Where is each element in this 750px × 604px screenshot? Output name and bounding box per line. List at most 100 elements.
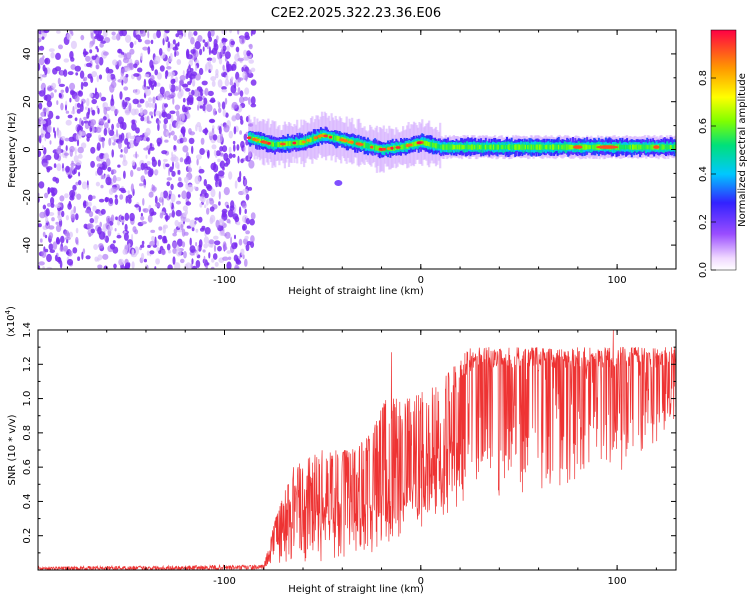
noise-speckle <box>243 146 246 154</box>
noise-speckle <box>206 262 210 266</box>
noise-speckle <box>99 221 102 228</box>
band-core <box>296 140 299 146</box>
noise-speckle <box>217 158 221 163</box>
noise-speckle <box>156 72 162 80</box>
band-core <box>312 136 315 141</box>
noise-speckle <box>248 59 254 64</box>
y-tick-label: 1.2 <box>22 356 33 372</box>
noise-speckle <box>39 238 43 243</box>
noise-speckle <box>54 89 57 93</box>
noise-speckle <box>217 79 223 88</box>
band-hotspot <box>416 141 422 145</box>
noise-speckle <box>175 121 181 129</box>
noise-speckle <box>174 104 181 111</box>
noise-speckle <box>85 55 91 62</box>
noise-speckle <box>202 46 205 52</box>
noise-speckle <box>113 263 117 269</box>
noise-speckle <box>48 48 55 52</box>
noise-speckle <box>154 266 157 269</box>
noise-speckle <box>95 171 98 176</box>
band-core <box>442 144 445 150</box>
band-core <box>412 141 415 147</box>
band-core <box>392 145 395 151</box>
noise-speckle <box>39 73 43 82</box>
band-core <box>336 135 339 142</box>
noise-speckle <box>75 72 79 76</box>
noise-speckle <box>112 175 117 184</box>
noise-speckle <box>202 39 206 43</box>
noise-speckle <box>151 159 157 168</box>
noise-speckle <box>143 78 147 88</box>
noise-speckle <box>141 252 145 261</box>
noise-speckle <box>41 250 47 258</box>
noise-speckle <box>124 223 128 232</box>
noise-speckle <box>218 201 221 206</box>
band-core <box>626 145 629 149</box>
noise-speckle <box>43 30 50 34</box>
noise-speckle <box>56 100 59 105</box>
noise-speckle <box>179 157 184 163</box>
noise-speckle <box>209 99 216 103</box>
band-core <box>567 145 570 150</box>
band-core <box>272 142 275 147</box>
x-tick-label: 100 <box>608 275 627 286</box>
noise-speckle <box>129 212 135 222</box>
noise-speckle <box>213 235 219 240</box>
noise-speckle <box>110 81 117 89</box>
noise-speckle <box>78 180 82 186</box>
noise-speckle <box>142 208 146 212</box>
noise-speckle <box>187 81 192 86</box>
band-core <box>414 141 417 146</box>
band-core <box>480 144 483 150</box>
noise-speckle <box>204 204 207 208</box>
noise-speckle <box>93 244 98 250</box>
noise-speckle <box>159 65 165 72</box>
noise-speckle <box>69 82 76 91</box>
noise-speckle <box>102 175 105 180</box>
noise-speckle <box>57 77 61 85</box>
band-core <box>377 145 380 152</box>
band-hotspot <box>358 143 364 146</box>
noise-speckle <box>55 115 60 120</box>
noise-speckle <box>188 137 195 145</box>
noise-speckle <box>208 60 212 68</box>
noise-speckle <box>189 237 192 246</box>
noise-speckle <box>246 50 251 57</box>
band-core <box>559 144 561 150</box>
noise-speckle <box>217 51 221 60</box>
noise-speckle <box>150 211 157 216</box>
noise-speckle <box>187 184 194 193</box>
noise-speckle <box>59 246 64 252</box>
noise-speckle <box>95 30 100 37</box>
noise-speckle <box>128 243 131 248</box>
band-core <box>529 144 532 150</box>
colorbar-tick-label: 0.2 <box>698 214 709 230</box>
noise-speckle <box>55 224 62 233</box>
noise-speckle <box>245 244 250 252</box>
band-core <box>433 143 435 148</box>
noise-speckle <box>90 228 96 234</box>
band-core <box>670 145 673 150</box>
noise-speckle <box>92 205 97 212</box>
noise-speckle <box>116 234 122 239</box>
noise-speckle <box>209 119 215 123</box>
noise-speckle <box>206 57 213 62</box>
noise-speckle <box>94 87 98 96</box>
noise-speckle <box>140 162 145 171</box>
noise-speckle <box>96 166 103 176</box>
noise-speckle <box>208 131 213 136</box>
noise-speckle <box>119 75 125 83</box>
noise-speckle <box>86 111 90 119</box>
y-tick-label: 0 <box>22 146 33 152</box>
noise-speckle <box>92 36 96 45</box>
noise-speckle <box>161 197 164 206</box>
band-core <box>517 144 520 150</box>
band-core <box>642 144 645 150</box>
band-core <box>584 144 587 150</box>
band-core <box>475 144 478 150</box>
band-hotspot <box>301 140 306 144</box>
noise-speckle <box>121 122 127 130</box>
spectrogram-plot-area <box>38 30 676 269</box>
band-core <box>640 144 643 150</box>
noise-speckle <box>167 41 171 49</box>
